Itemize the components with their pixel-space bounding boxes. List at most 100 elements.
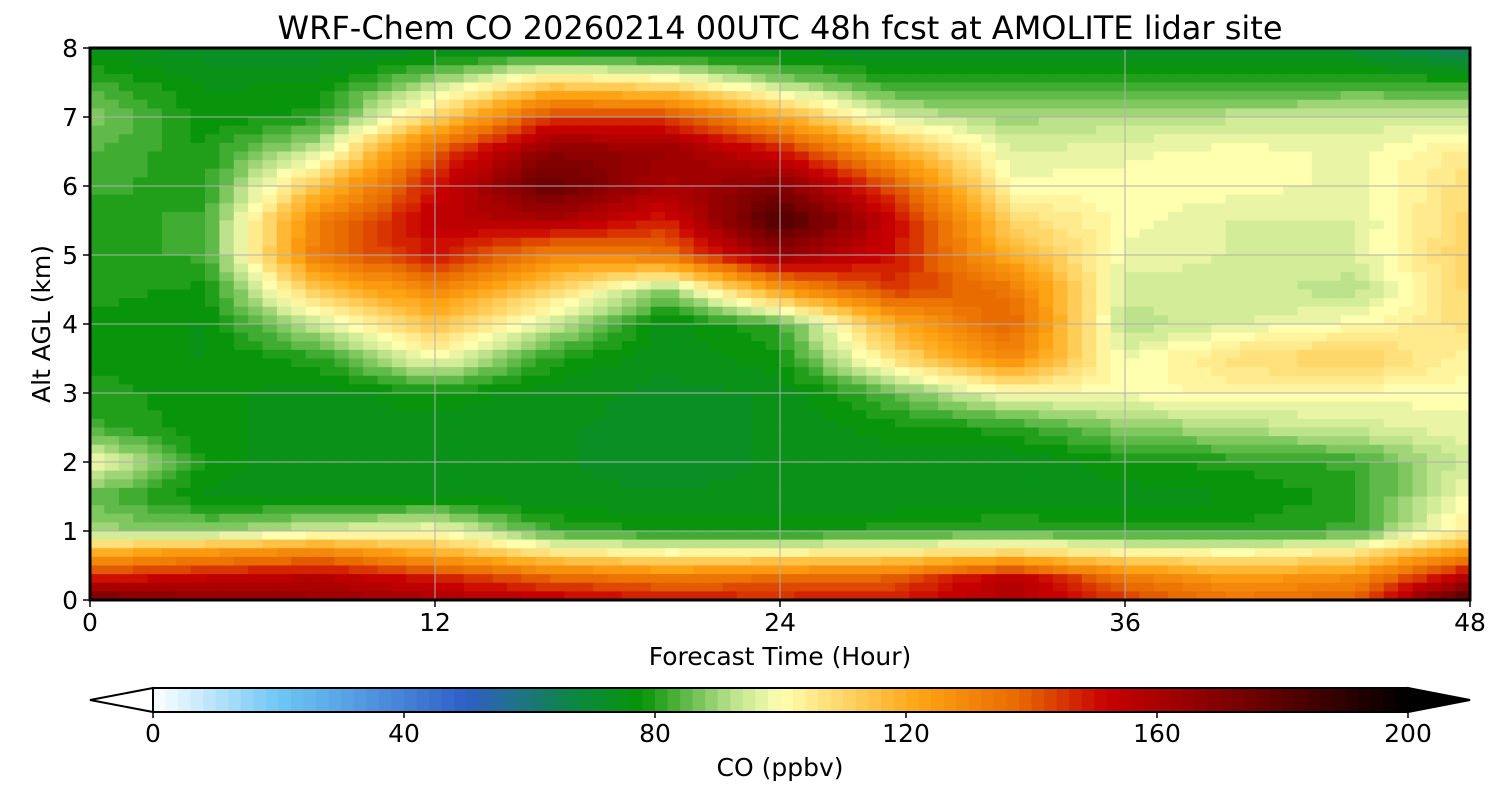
contour-cell	[1125, 453, 1140, 463]
contour-cell	[607, 160, 623, 170]
contour-cell	[981, 315, 997, 325]
contour-cell	[1297, 194, 1313, 204]
contour-cell	[276, 246, 292, 256]
contour-cell	[248, 470, 264, 480]
contour-cell	[506, 410, 522, 420]
contour-cell	[118, 211, 134, 222]
contour-cell	[1024, 453, 1040, 463]
contour-cell	[334, 211, 350, 222]
contour-cell	[1225, 160, 1241, 170]
contour-cell	[449, 203, 465, 213]
contour-cell	[1225, 255, 1241, 265]
contour-cell	[1268, 341, 1284, 351]
contour-cell	[1067, 427, 1083, 437]
contour-cell	[851, 349, 867, 360]
contour-cell	[636, 436, 652, 446]
contour-cell	[1412, 151, 1428, 161]
contour-cell	[118, 401, 134, 411]
contour-cell	[736, 410, 752, 420]
contour-cell	[1225, 65, 1241, 75]
contour-cell	[895, 444, 910, 454]
contour-cell	[420, 108, 436, 118]
contour-cell	[463, 48, 479, 58]
contour-cell	[966, 453, 982, 463]
contour-cell	[981, 280, 997, 291]
contour-cell	[1053, 298, 1069, 308]
contour-cell	[478, 82, 494, 92]
contour-cell	[679, 82, 695, 92]
contour-cell	[981, 306, 997, 316]
contour-cell	[1297, 117, 1313, 127]
contour-cell	[248, 246, 264, 256]
contour-cell	[794, 332, 810, 342]
contour-cell	[909, 142, 925, 153]
contour-cell	[851, 427, 867, 437]
contour-cell	[1283, 255, 1299, 265]
contour-cell	[478, 358, 494, 368]
contour-cell	[751, 401, 767, 411]
contour-cell	[1297, 263, 1313, 273]
contour-cell	[1182, 298, 1198, 308]
contour-cell	[1168, 211, 1184, 222]
contour-cell	[521, 375, 537, 385]
contour-cell	[1211, 324, 1227, 334]
contour-cell	[578, 134, 594, 144]
contour-cell	[693, 99, 709, 109]
contour-cell	[564, 263, 580, 273]
contour-cell	[521, 306, 537, 316]
contour-cell	[952, 393, 968, 403]
contour-cell	[1240, 125, 1255, 135]
contour-cell	[722, 142, 738, 153]
contour-cell	[391, 427, 407, 437]
contour-cell	[348, 237, 364, 247]
contour-cell	[679, 117, 695, 127]
contour-cell	[161, 358, 177, 368]
contour-cell	[981, 272, 997, 282]
contour-cell	[736, 324, 752, 334]
contour-cell	[880, 255, 896, 265]
contour-cell	[535, 246, 551, 256]
contour-cell	[578, 470, 594, 480]
contour-cell	[1196, 444, 1212, 454]
contour-cell	[736, 91, 752, 101]
contour-cell	[1355, 470, 1370, 480]
contour-cell	[262, 99, 278, 109]
contour-cell	[650, 246, 666, 256]
contour-cell	[1010, 453, 1025, 463]
contour-cell	[693, 375, 709, 385]
contour-cell	[952, 108, 968, 118]
contour-cell	[1096, 99, 1112, 109]
contour-cell	[1412, 160, 1428, 170]
contour-cell	[90, 306, 105, 316]
contour-cell	[1196, 375, 1212, 385]
contour-cell	[966, 298, 982, 308]
contour-cell	[521, 56, 537, 66]
contour-cell	[952, 56, 968, 66]
contour-cell	[808, 99, 824, 109]
contour-cell	[1326, 289, 1342, 299]
contour-cell	[923, 211, 939, 222]
contour-cell	[90, 125, 105, 135]
contour-cell	[334, 117, 350, 127]
contour-cell	[636, 272, 652, 282]
contour-cell	[1297, 229, 1313, 239]
contour-cell	[1297, 358, 1313, 368]
contour-cell	[535, 436, 551, 446]
contour-cell	[449, 306, 465, 316]
contour-cell	[722, 211, 738, 222]
contour-cell	[1211, 401, 1227, 411]
contour-cell	[248, 315, 264, 325]
contour-cell	[621, 272, 637, 282]
contour-cell	[363, 142, 379, 153]
contour-cell	[1024, 142, 1040, 153]
contour-cell	[1412, 384, 1428, 394]
contour-cell	[765, 48, 781, 58]
contour-cell	[449, 349, 465, 360]
contour-cell	[1369, 298, 1385, 308]
contour-cell	[348, 65, 364, 75]
contour-cell	[607, 436, 623, 446]
contour-cell	[550, 91, 565, 101]
contour-cell	[736, 470, 752, 480]
contour-cell	[233, 134, 249, 144]
contour-cell	[1254, 246, 1270, 256]
